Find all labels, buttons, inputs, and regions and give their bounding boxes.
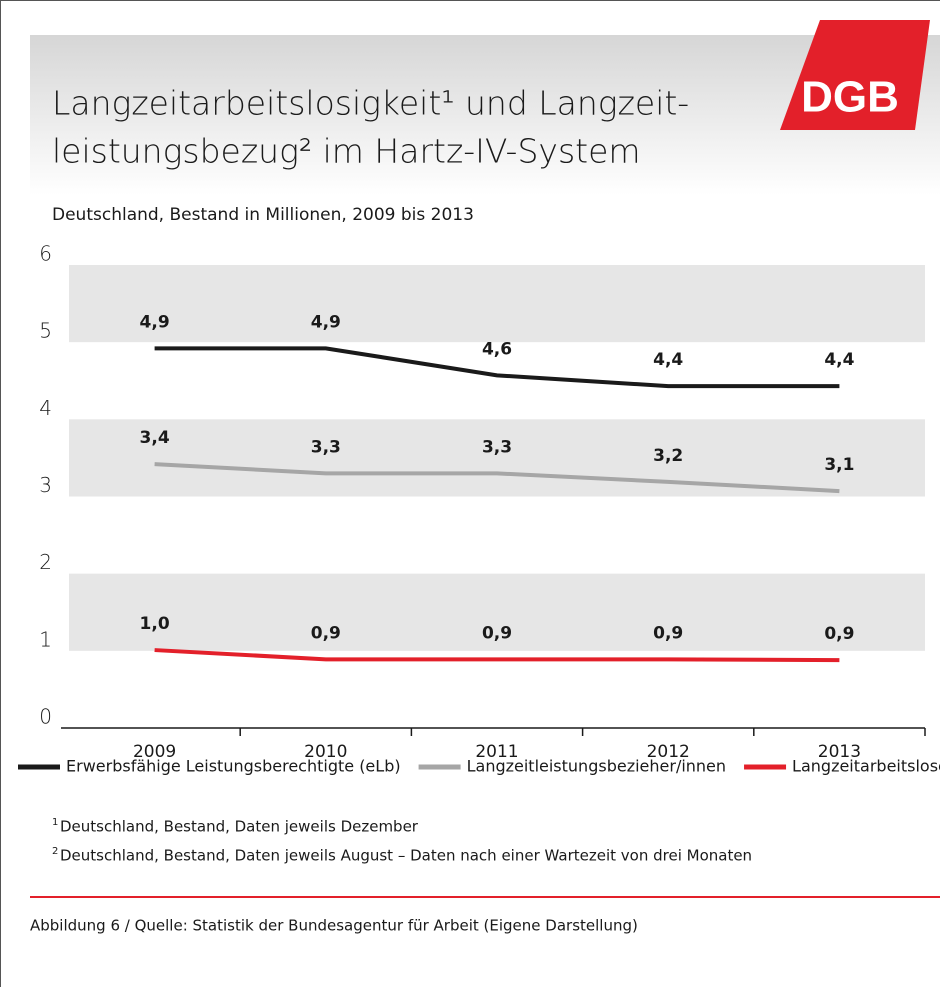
y-tick-label: 2	[39, 550, 52, 574]
value-label: 0,9	[482, 623, 512, 643]
y-tick-label: 0	[39, 705, 52, 729]
legend-label: Erwerbsfähige Leistungsberechtigte (eLb)	[66, 757, 401, 776]
legend-label: Langzeitarbeitslose SGB II	[792, 757, 940, 776]
value-label: 1,0	[140, 614, 170, 634]
value-label: 4,4	[824, 350, 854, 370]
logo-shape	[780, 20, 930, 130]
value-label: 3,3	[311, 437, 341, 457]
value-label: 4,4	[653, 350, 683, 370]
footnote-marker: 1	[52, 817, 58, 828]
value-label: 3,1	[824, 455, 854, 475]
x-tick-label: 2009	[133, 742, 176, 762]
value-label: 4,6	[482, 339, 512, 359]
value-label: 3,3	[482, 437, 512, 457]
value-label: 0,9	[653, 623, 683, 643]
value-label: 4,9	[311, 312, 341, 332]
grid-band	[69, 419, 925, 497]
y-tick-label: 6	[39, 242, 52, 266]
value-label: 0,9	[311, 623, 341, 643]
logo-text: DGB	[801, 73, 899, 122]
series-line	[154, 648, 840, 663]
y-tick-label: 4	[39, 396, 52, 420]
series-line	[154, 346, 840, 389]
footnote: Deutschland, Bestand, Daten jeweils Augu…	[60, 847, 752, 865]
value-label: 4,9	[140, 312, 170, 332]
chart-title: Langzeitarbeitslosigkeit¹ und Langzeit-	[52, 84, 689, 123]
subtitle: Deutschland, Bestand in Millionen, 2009 …	[52, 205, 474, 225]
y-tick-label: 3	[39, 473, 52, 497]
value-label: 0,9	[824, 624, 854, 644]
legend-label: Langzeitleistungsbezieher/innen	[467, 757, 726, 776]
grid-band	[69, 265, 925, 343]
grid-band	[69, 573, 925, 651]
x-tick-label: 2011	[475, 742, 518, 762]
chart-title: leistungsbezug² im Hartz-IV-System	[52, 132, 641, 171]
value-label: 3,2	[653, 446, 683, 466]
value-label: 3,4	[140, 428, 170, 448]
y-tick-label: 5	[39, 319, 52, 343]
footnote-marker: 2	[52, 846, 58, 857]
footnote: Deutschland, Bestand, Daten jeweils Deze…	[60, 818, 419, 836]
x-tick-label: 2013	[818, 742, 861, 762]
source: Abbildung 6 / Quelle: Statistik der Bund…	[30, 917, 638, 935]
x-tick-label: 2012	[647, 742, 690, 762]
y-tick-label: 1	[39, 627, 52, 651]
series-line	[154, 462, 840, 494]
x-tick-label: 2010	[304, 742, 347, 762]
